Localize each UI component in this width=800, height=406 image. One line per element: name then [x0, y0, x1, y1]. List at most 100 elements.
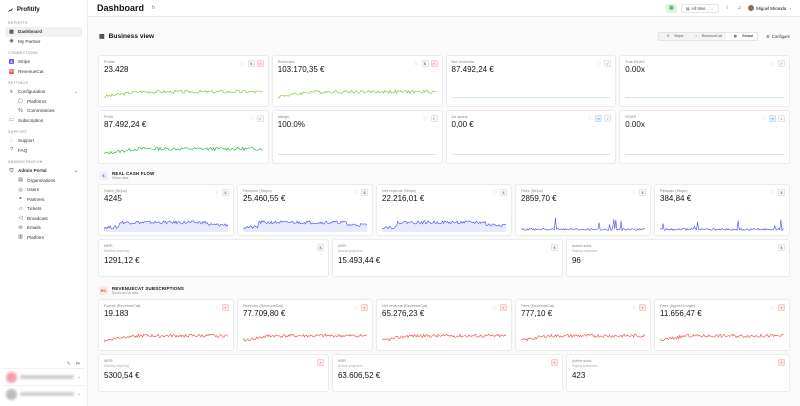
metric-card[interactable]: Net revenue (Stripe) 22.216,01 € ⓘ $ [376, 184, 512, 236]
sidebar-item-revenuecat[interactable]: RC RevenueCat [5, 67, 82, 77]
revenuecat-icon[interactable]: ▪ [256, 60, 264, 67]
stripe-icon[interactable]: $ [316, 244, 324, 251]
metric-card[interactable]: ARR Annual projection 15.493,44 € $ [331, 239, 563, 277]
meta-icon[interactable]: ∞ [595, 115, 603, 122]
card-label: ARR [337, 244, 347, 248]
metric-card[interactable]: True ROAS 0.00x ⓘ ✓ [619, 55, 790, 107]
filter-global[interactable]: ◍ Global [725, 32, 758, 40]
check-icon[interactable]: ✓ [256, 115, 264, 122]
configure-button[interactable]: ⚙ Configure [766, 34, 790, 39]
sidebar-item-organizations[interactable]: ▤ Organizations [5, 176, 82, 186]
card-sublabel: Paying customers [571, 249, 598, 253]
account-switcher-primary[interactable]: ⌄ [3, 368, 84, 385]
metric-card[interactable]: Active subs Paying customers 423 ▪ [565, 354, 790, 392]
refresh-icon[interactable]: ↻ [151, 5, 156, 11]
stripe-icon[interactable]: $ [361, 189, 368, 196]
check-icon[interactable]: ✓ [778, 60, 785, 67]
revenuecat-icon[interactable]: ▪ [639, 304, 646, 311]
metric-card[interactable]: ARR Annual projection 63.606,52 € ▪ [331, 354, 563, 392]
collapse-icon[interactable]: ⇆ [75, 361, 80, 367]
calendar-button[interactable]: ▦ [665, 3, 677, 13]
card-label: Ad spend [451, 115, 468, 119]
revenuecat-icon[interactable]: ▪ [777, 359, 785, 366]
metric-card[interactable]: Net revenue (RevenueCat) 65.276,23 € ⓘ ▪ [376, 299, 512, 351]
sidebar-item-platforms[interactable]: ▢ Platforms [5, 97, 82, 107]
metric-card[interactable]: Sales (Stripe) 4245 ⓘ $ [98, 184, 234, 236]
metric-card[interactable]: Revenue (Stripe) 25.460,55 € ⓘ $ [237, 184, 373, 236]
metric-card[interactable]: Profits 23.428 ⓘ $ ▪ [98, 55, 269, 107]
sidebar-item-dashboard[interactable]: ▦ Dashboard [5, 27, 82, 37]
metric-card[interactable]: Active subs Paying customers 96 $ [565, 239, 790, 277]
stripe-icon[interactable]: $ [222, 189, 229, 196]
user-menu[interactable]: Miguel Miranda ⌄ [748, 5, 792, 11]
metric-card[interactable]: Profit 87.492,24 € ⓘ ✓ [98, 110, 269, 164]
metric-card[interactable]: Net revenues 87.492,24 € ⓘ ✓ [445, 55, 617, 107]
stripe-icon[interactable]: $ [550, 244, 558, 251]
metric-card[interactable]: Fees (Stripe) 2859,70 € ⓘ $ [515, 184, 651, 236]
metric-card[interactable]: Refunds (Stripe) 384,84 € ⓘ $ [654, 184, 790, 236]
metric-card[interactable]: Fees (RevenueCat) 777,10 € ⓘ ▪ [515, 299, 651, 351]
metric-card[interactable]: Ad spend 0,00 € ⓘ ∞ ♪ [445, 110, 617, 164]
sidebar-item-stripe[interactable]: $ Stripe [5, 57, 82, 67]
user-name: Miguel Miranda [756, 5, 787, 11]
check-icon[interactable]: ✓ [604, 60, 612, 67]
stripe-icon[interactable]: $ [500, 189, 507, 196]
metric-card[interactable]: Margin 100.0% ⓘ ✓ [271, 110, 443, 164]
info-icon: ⓘ [423, 115, 427, 121]
stripe-icon[interactable]: $ [777, 244, 785, 251]
filter-stripe[interactable]: $ Stripe [659, 33, 687, 40]
check-icon[interactable]: ✓ [430, 115, 438, 122]
sidebar-section-label: SETTINGS [8, 81, 29, 85]
date-range-select[interactable]: ▦ All time ⌄ [680, 3, 720, 13]
edit-icon[interactable]: ✎ [66, 361, 71, 367]
stripe-icon[interactable]: $ [421, 60, 429, 67]
sidebar-item-users[interactable]: ◎ Users [5, 185, 82, 195]
revenuecat-icon[interactable]: ▪ [222, 304, 229, 311]
stripe-icon[interactable]: $ [639, 189, 646, 196]
metric-card[interactable]: Revenue (RevenueCat) 77.709,80 € ⓘ ▪ [237, 299, 373, 351]
card-value: 103.170,35 € [277, 65, 325, 74]
sidebar-item-emails[interactable]: ✉ Emails [5, 223, 82, 233]
revenuecat-icon[interactable]: ▪ [361, 304, 368, 311]
meta-icon[interactable]: ∞ [769, 115, 776, 122]
bell-icon[interactable]: ♫ [737, 5, 742, 11]
sidebar-item-tickets[interactable]: ▱ Tickets [5, 204, 82, 214]
revenuecat-icon[interactable]: ▪ [430, 60, 438, 67]
sidebar-item-configuration[interactable]: ≡ Configuration ⌄ [5, 87, 82, 97]
metric-card[interactable]: MRR Monthly recurring 5300,54 € ▪ [98, 354, 329, 392]
sidebar-item-admin-portal[interactable]: ⛉ Admin Portal ⌄ [5, 166, 82, 176]
tiktok-icon[interactable]: ♪ [604, 115, 612, 122]
stripe-icon[interactable]: $ [778, 189, 785, 196]
stripe-icon[interactable]: $ [247, 60, 255, 67]
card-label: Events (RevenueCat) [104, 304, 141, 308]
configure-label: Configure [771, 33, 790, 39]
main-area: Dashboard ↻ ▦ ▦ All time ⌄ ☾ ♫ Miguel Mi… [88, 0, 800, 406]
sidebar-item-commissions[interactable]: % Commissions [5, 106, 82, 116]
sidebar-item-my-partner[interactable]: ◉ My Partner [5, 37, 82, 47]
revenuecat-icon[interactable]: ▪ [500, 304, 507, 311]
sidebar-item-partners[interactable]: ⚭ Partners [5, 195, 82, 205]
revenuecat-icon[interactable]: ▪ [316, 359, 324, 366]
filter-revenuecat[interactable]: ▪ RevenueCat [687, 33, 725, 40]
metric-card[interactable]: MRR Monthly recurring 1291,12 € $ [98, 239, 329, 277]
account-switcher-secondary[interactable]: ⌄ [3, 385, 84, 402]
revenuecat-icon[interactable]: ▪ [778, 304, 785, 311]
users-icon: ◎ [18, 186, 23, 193]
metric-card[interactable]: Revenues 103.170,35 € ⓘ $ ▪ [271, 55, 443, 107]
metric-card[interactable]: ROAS 0.00x ⓘ ∞ ♪ [619, 110, 790, 164]
sidebar-item-subscription[interactable]: ▭ Subscription [5, 116, 82, 126]
metric-card[interactable]: Events (RevenueCat) 19.183 ⓘ ▪ [98, 299, 234, 351]
sparkline [277, 87, 437, 103]
sidebar-item-broadcast[interactable]: ◁ Broadcast [5, 214, 82, 224]
sidebar-item-support[interactable]: ◌ Support [5, 136, 82, 146]
moon-icon[interactable]: ☾ [726, 5, 731, 11]
card-actions: ▪ [777, 359, 785, 366]
date-range-value: All time [691, 5, 706, 11]
app-logo[interactable]: Profitify [5, 4, 82, 16]
sparkline [382, 331, 506, 347]
sidebar-item-platform[interactable]: ▥ Platform [5, 233, 82, 243]
tiktok-icon[interactable]: ♪ [778, 115, 785, 122]
sidebar-item-faq[interactable]: ? FAQ [5, 146, 82, 156]
metric-card[interactable]: Fees (Apple/Google) 11.656,47 € ⓘ ▪ [654, 299, 790, 351]
revenuecat-icon[interactable]: ▪ [550, 359, 558, 366]
